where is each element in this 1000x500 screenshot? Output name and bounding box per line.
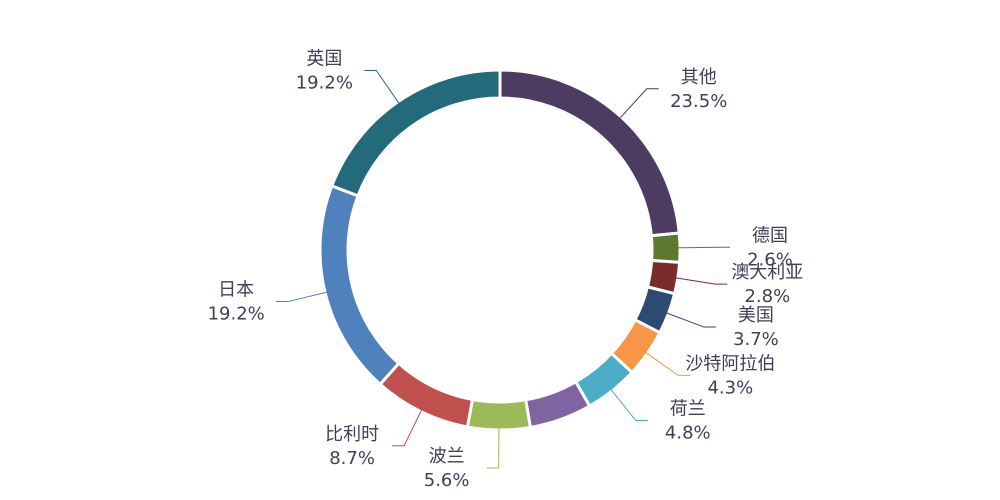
donut-segment: [318, 183, 401, 387]
data-label-name: 德国: [752, 225, 788, 246]
data-label-value: 2.6%: [747, 249, 793, 270]
data-label-name: 日本: [218, 280, 254, 301]
leader-line: [607, 385, 648, 422]
data-label-value: 19.2%: [208, 304, 265, 325]
data-label-value: 23.5%: [670, 91, 727, 112]
data-label-name: 波兰: [429, 446, 465, 467]
data-label-value: 3.7%: [733, 329, 779, 350]
data-label-name: 英国: [306, 48, 342, 69]
data-label-name: 其他: [681, 67, 717, 88]
data-label-value: 4.8%: [665, 423, 711, 444]
leader-line: [616, 88, 659, 122]
data-label-value: 4.3%: [707, 377, 753, 398]
leader-line: [364, 69, 402, 107]
data-label-value: 5.6%: [424, 470, 470, 491]
data-label-name: 比利时: [325, 424, 379, 445]
leader-line: [486, 423, 500, 469]
data-label-name: 澳大利亚: [731, 262, 803, 283]
donut-segment: [498, 68, 681, 238]
data-label-name: 荷兰: [670, 399, 706, 420]
leader-line: [662, 311, 716, 328]
data-label-name: 沙特阿拉伯: [685, 353, 775, 374]
leader-line: [673, 246, 730, 249]
data-label-name: 美国: [738, 305, 774, 326]
data-label-value: 2.8%: [744, 286, 790, 307]
data-label-value: 8.7%: [329, 448, 375, 469]
leader-line: [671, 276, 728, 285]
leader-line: [642, 349, 691, 376]
leader-line: [392, 406, 424, 447]
donut-segment: [377, 361, 475, 429]
leader-line: [276, 290, 332, 303]
donut-segment: [329, 68, 502, 198]
data-label-value: 19.2%: [296, 72, 353, 93]
donut-segment: [523, 379, 592, 430]
